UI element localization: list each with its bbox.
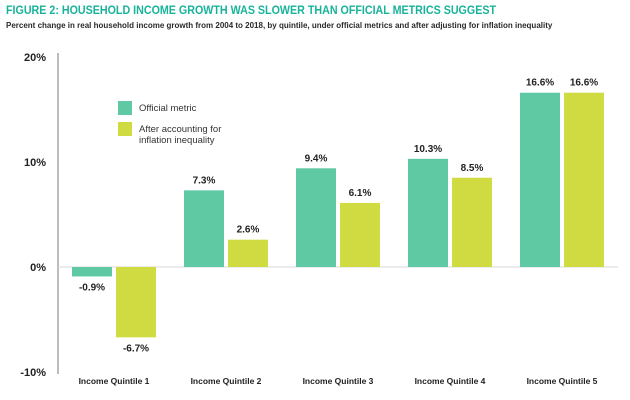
legend-label: inflation inequality	[139, 135, 215, 146]
legend-label: Official metric	[139, 103, 197, 114]
x-tick-label: Income Quintile 1	[79, 376, 150, 386]
bar-official	[184, 190, 224, 267]
x-tick-label: Income Quintile 3	[303, 376, 374, 386]
y-tick-label: 0%	[30, 262, 46, 274]
data-labels: -0.9% -6.7% 7.3% 2.6% 9.4% 6.1% 10.3% 8.5% 16.6%…	[79, 78, 598, 355]
x-tick-label: Income Quintile 4	[415, 376, 486, 386]
bar-adjusted	[452, 177, 492, 267]
legend: Official metric After accounting forinfla…	[118, 101, 221, 146]
data-label: 16.6%	[526, 78, 554, 89]
legend-label: After accounting for	[139, 124, 221, 135]
bar-adjusted	[564, 92, 604, 267]
data-label: 16.6%	[570, 78, 598, 89]
data-label: 8.5%	[461, 163, 484, 174]
chart-subtitle: Percent change in real household income …	[6, 21, 553, 30]
bar-adjusted	[116, 267, 156, 338]
y-tick-label: 20%	[24, 52, 46, 64]
bar-official	[296, 168, 336, 267]
x-tick-label: Income Quintile 5	[527, 376, 598, 386]
x-tick-label: Income Quintile 2	[191, 376, 262, 386]
data-label: 6.1%	[349, 188, 372, 199]
y-tick-label: -10%	[20, 367, 46, 379]
data-label: -6.7%	[123, 343, 149, 354]
bars	[72, 92, 604, 338]
data-label: -0.9%	[79, 282, 105, 293]
bar-official	[408, 158, 448, 267]
bar-official	[72, 267, 112, 277]
data-label: 2.6%	[237, 225, 260, 236]
data-label: 9.4%	[305, 153, 328, 164]
legend-swatch	[118, 122, 132, 136]
y-tick-label: 10%	[24, 157, 46, 169]
bar-adjusted	[228, 239, 268, 267]
x-axis: Income Quintile 1 Income Quintile 2 Income…	[79, 376, 598, 386]
bar-official	[520, 92, 560, 267]
legend-swatch	[118, 101, 132, 115]
data-label: 10.3%	[414, 144, 442, 155]
data-label: 7.3%	[193, 175, 216, 186]
bar-adjusted	[340, 202, 380, 267]
chart-title: FIGURE 2: HOUSEHOLD INCOME GROWTH WAS SL…	[6, 5, 496, 17]
